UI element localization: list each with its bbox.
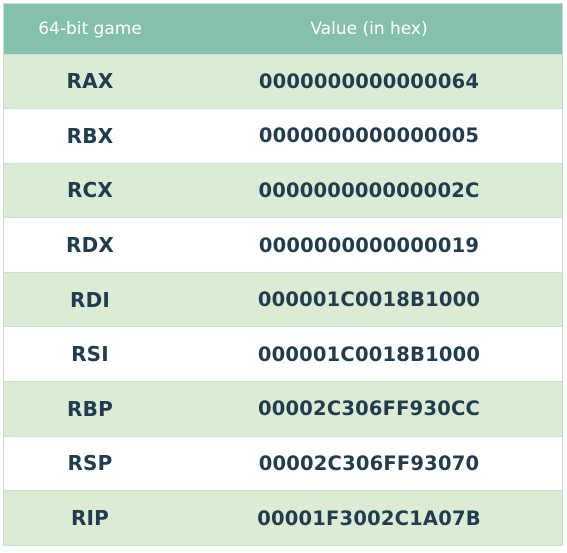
table-row: RSI 000001C0018B1000 [4,326,562,382]
table-row: RBP 00002C306FF930CC [4,381,562,437]
register-value: 00002C306FF930CC [176,381,562,437]
table-row: RBX 0000000000000005 [4,108,562,164]
register-value: 000001C0018B1000 [176,326,562,382]
register-name: RSI [4,326,176,382]
register-table: 64-bit game Value (in hex) RAX 000000000… [4,4,562,546]
header-register: 64-bit game [38,18,142,39]
register-name: RCX [4,162,176,218]
table-row: RSP 00002C306FF93070 [4,435,562,491]
register-name: RDX [4,217,176,273]
register-name: RAX [4,53,176,109]
register-value: 00002C306FF93070 [176,435,562,491]
register-value: 000000000000002C [176,162,562,218]
register-value: 00001F3002C1A07B [176,490,562,546]
table-row: RCX 000000000000002C [4,162,562,218]
table-row: RDX 0000000000000019 [4,217,562,273]
table-row: RDI 000001C0018B1000 [4,271,562,327]
register-value: 0000000000000019 [176,217,562,273]
register-value: 0000000000000064 [176,53,562,109]
register-name: RBP [4,381,176,437]
register-table-container: 64-bit game Value (in hex) RAX 000000000… [3,3,563,547]
register-name: RBX [4,108,176,164]
register-name: RDI [4,271,176,327]
register-name: RIP [4,490,176,546]
header-value: Value (in hex) [310,18,428,39]
register-name: RSP [4,435,176,491]
table-row: RIP 00001F3002C1A07B [4,490,562,546]
register-value: 0000000000000005 [176,108,562,164]
register-value: 000001C0018B1000 [176,271,562,327]
table-row: RAX 0000000000000064 [4,53,562,109]
table-header-row: 64-bit game Value (in hex) [4,4,562,54]
